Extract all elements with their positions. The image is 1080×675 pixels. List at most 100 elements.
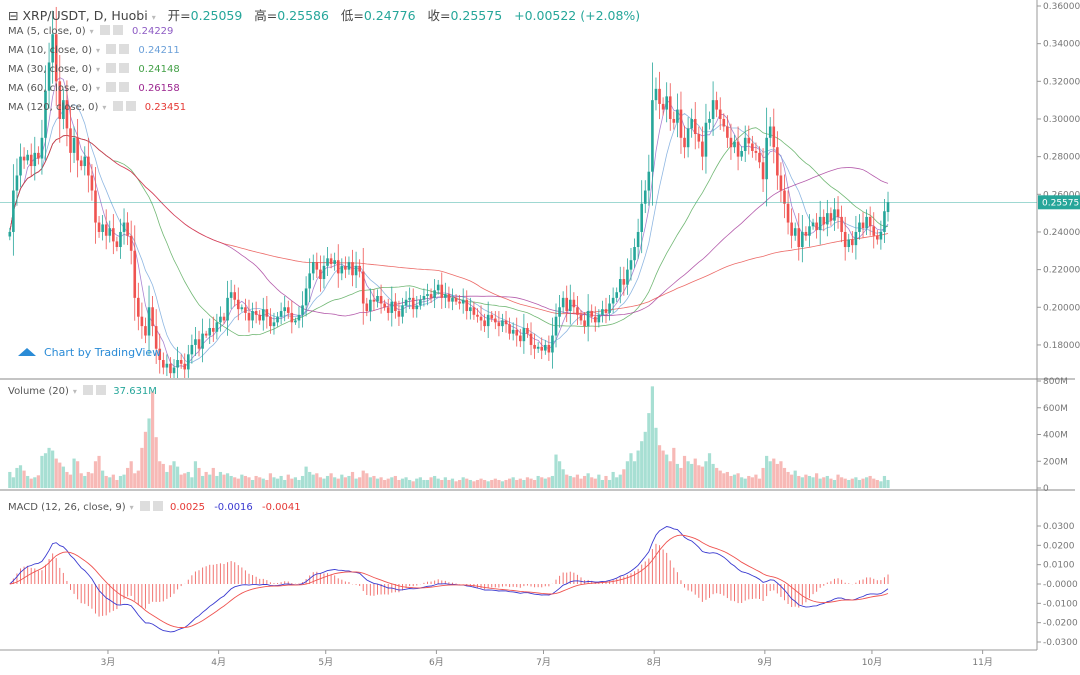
volume-bar (347, 475, 351, 488)
volume-bar (247, 477, 251, 488)
chevron-down-icon[interactable]: ▾ (96, 65, 101, 74)
volume-bar (18, 465, 23, 488)
volume-bar (336, 478, 340, 488)
candle-body (419, 299, 422, 306)
candle-body (572, 299, 576, 308)
ma-label[interactable]: MA (5, close, 0) (8, 26, 86, 37)
candle-body (101, 224, 104, 232)
volume-label[interactable]: Volume (20) (8, 386, 69, 397)
ma-label[interactable]: MA (30, close, 0) (8, 64, 93, 75)
volume-bar (190, 477, 194, 488)
settings-icon[interactable] (99, 25, 110, 35)
chevron-down-icon[interactable]: ▾ (96, 84, 101, 93)
close-icon[interactable] (125, 101, 136, 111)
volume-bar (522, 479, 526, 488)
axis-tick-label: 800M (1043, 377, 1068, 387)
volume-bar (793, 470, 797, 488)
volume-bar (408, 479, 412, 488)
volume-bar (358, 477, 362, 488)
chevron-down-icon[interactable]: ▾ (72, 387, 77, 396)
volume-bar (161, 463, 165, 488)
volume-bar (101, 470, 105, 488)
settings-icon[interactable] (106, 82, 117, 92)
candle-body (747, 137, 751, 144)
volume-bar (572, 477, 576, 488)
close-icon[interactable] (96, 385, 107, 395)
settings-icon[interactable] (139, 501, 150, 511)
low-label: 低= (340, 8, 364, 23)
candle-body (551, 335, 554, 353)
ma-line-120 (9, 134, 889, 315)
candle-body (37, 152, 40, 159)
volume-bar (461, 477, 465, 488)
candle-body (658, 88, 661, 104)
ma-legend: MA (30, close, 0) ▾ 0.24148 (8, 63, 180, 75)
ma-label[interactable]: MA (10, close, 0) (8, 45, 93, 56)
chevron-down-icon[interactable]: ▾ (89, 27, 94, 36)
settings-icon[interactable] (112, 101, 123, 111)
candle-body (793, 228, 797, 236)
candle-body (444, 294, 447, 298)
candle-body (211, 327, 215, 332)
volume-bar (425, 479, 430, 488)
chevron-down-icon[interactable]: ▾ (129, 503, 134, 512)
close-icon[interactable] (152, 501, 163, 511)
volume-bar (233, 477, 237, 488)
settings-icon[interactable] (83, 385, 94, 395)
volume-bar (197, 467, 201, 488)
volume-bar (215, 475, 219, 488)
candle-body (540, 346, 544, 351)
symbol-name[interactable]: XRP/USDT, D, Huobi (22, 8, 148, 23)
candle-body (358, 265, 361, 272)
close-icon[interactable] (119, 44, 130, 54)
volume-bar (815, 473, 819, 488)
chevron-down-icon[interactable]: ▾ (102, 103, 107, 112)
candle-body (726, 126, 729, 138)
candle-body (219, 316, 222, 323)
settings-icon[interactable] (106, 44, 117, 54)
axis-tick-label: -0.0300 (1043, 638, 1078, 648)
chevron-down-icon[interactable]: ▾ (151, 13, 156, 22)
candle-body (329, 258, 333, 264)
candle-body (611, 297, 615, 304)
volume-bar (736, 473, 740, 488)
candle-body (711, 100, 715, 119)
candle-body (119, 231, 122, 248)
volume-bar (279, 475, 283, 488)
volume-bar (147, 418, 151, 488)
close-icon[interactable] (112, 25, 123, 35)
settings-icon[interactable] (106, 63, 117, 73)
volume-bar (104, 475, 108, 488)
volume-bar (65, 471, 69, 488)
candle-body (568, 299, 572, 312)
volume-bar (365, 473, 369, 488)
volume-bar (557, 461, 562, 488)
volume-bar (797, 475, 801, 488)
volume-bar (761, 467, 765, 488)
volume-bar (386, 478, 390, 488)
candle-body (165, 363, 169, 368)
candle-body (254, 311, 258, 315)
ma-label[interactable]: MA (120, close, 0) (8, 102, 99, 113)
ma-value: 0.24148 (138, 64, 180, 75)
macd-label[interactable]: MACD (12, 26, close, 9) (8, 502, 126, 513)
volume-bar (186, 471, 190, 488)
candle-body (83, 156, 87, 167)
collapse-icon[interactable]: ⊟ (8, 8, 19, 23)
tradingview-watermark[interactable]: Chart by TradingView (18, 346, 161, 359)
close-icon[interactable] (119, 63, 130, 73)
volume-bar (308, 471, 312, 488)
volume-bar (597, 474, 601, 488)
volume-bar (650, 386, 654, 488)
candle-body (47, 62, 51, 91)
ma-label[interactable]: MA (60, close, 0) (8, 83, 93, 94)
chevron-down-icon[interactable]: ▾ (96, 46, 101, 55)
candle-body (754, 150, 758, 153)
volume-bar (504, 479, 508, 488)
volume-bar (222, 474, 226, 488)
close-icon[interactable] (119, 82, 130, 92)
volume-bar (258, 477, 262, 488)
volume-bar (722, 473, 726, 488)
